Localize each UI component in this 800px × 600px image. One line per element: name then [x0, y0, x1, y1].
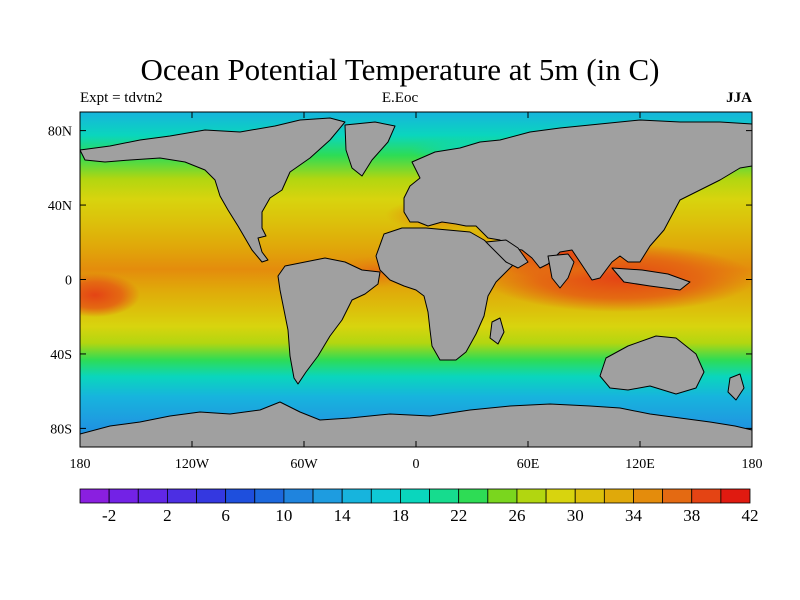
land-eurasia: [403, 119, 752, 281]
colorbar-swatch: [691, 488, 722, 504]
colorbar-swatch: [574, 488, 605, 504]
colorbar-swatch: [516, 488, 547, 504]
colorbar-tick-label: 14: [334, 506, 352, 525]
lat-tick-label: 0: [65, 274, 72, 289]
land-madagascar: [489, 317, 505, 345]
season-label: JJA: [726, 90, 752, 106]
colorbar-swatch: [196, 488, 227, 504]
lon-tick-label: 120W: [175, 457, 210, 472]
lat-tick-label: 40N: [48, 199, 72, 214]
lat-tick-label: 40S: [50, 348, 72, 363]
colorbar-swatch: [137, 488, 168, 504]
lon-tick-label: 60E: [517, 457, 540, 472]
colorbar-swatch: [487, 488, 518, 504]
experiment-label: Expt = tdvtn2: [80, 90, 163, 106]
land-australia: [599, 335, 705, 395]
colorbar-tick-label: 2: [163, 506, 172, 525]
colorbar-swatch: [720, 488, 751, 504]
colorbar-tick-label: 26: [508, 506, 525, 525]
land-antarctica: [80, 401, 752, 447]
colorbar-swatch: [225, 488, 256, 504]
colorbar-tick-label: 22: [450, 506, 467, 525]
land-south-america: [277, 257, 381, 385]
colorbar-swatch: [400, 488, 430, 504]
colorbar-swatch: [370, 488, 401, 504]
colorbar-swatch: [166, 488, 197, 504]
colorbar-tick-label: 42: [742, 506, 759, 525]
colorbar-swatch: [545, 488, 576, 504]
colorbar-swatch: [341, 488, 372, 504]
land-indonesia: [611, 267, 691, 291]
case-label: E.Eoc: [381, 90, 419, 106]
land-new-zealand: [727, 373, 745, 401]
land-greenland: [344, 121, 396, 177]
colorbar-swatch: [312, 488, 343, 504]
colorbar-tick-label: -2: [102, 506, 116, 525]
colorbar-swatch: [79, 488, 110, 504]
colorbar-swatch: [603, 488, 634, 504]
land-arabia: [485, 239, 529, 269]
lon-tick-label: 120E: [625, 457, 655, 472]
lon-tick-label: 0: [413, 457, 420, 472]
plot-title: Ocean Potential Temperature at 5m (in C): [140, 52, 660, 87]
colorbar-tick-label: 10: [275, 506, 292, 525]
colorbar-swatch: [633, 488, 664, 504]
land-africa: [375, 227, 517, 361]
axis-ticks: 180 120W 60W 0 60E 120E 180 80N 40N 0 40S 80S: [48, 112, 763, 472]
colorbar-tick-label: 18: [392, 506, 409, 525]
colorbar-swatch: [458, 488, 489, 504]
colorbar-swatch: [254, 488, 285, 504]
lat-tick-label: 80N: [48, 125, 72, 140]
warm-pool-east-pacific: [80, 273, 140, 317]
land-india: [547, 253, 575, 289]
land-masses: [80, 117, 752, 447]
colorbar-swatch: [108, 488, 139, 504]
lon-tick-label: 60W: [290, 457, 318, 472]
colorbar-swatch: [283, 488, 314, 504]
colorbar-tick-label: 30: [567, 506, 584, 525]
colorbar-tick-label: 6: [221, 506, 230, 525]
colorbar: -2 2 6 10 14 18 22 26 30 34 38 42: [79, 488, 759, 525]
lon-tick-label: 180: [742, 457, 763, 472]
colorbar-tick-label: 38: [683, 506, 700, 525]
land-north-america: [80, 117, 346, 263]
lon-tick-label: 180: [70, 457, 91, 472]
colorbar-swatch: [429, 488, 460, 504]
lat-tick-label: 80S: [50, 422, 72, 437]
colorbar-tick-label: 34: [625, 506, 643, 525]
colorbar-swatch: [662, 488, 693, 504]
